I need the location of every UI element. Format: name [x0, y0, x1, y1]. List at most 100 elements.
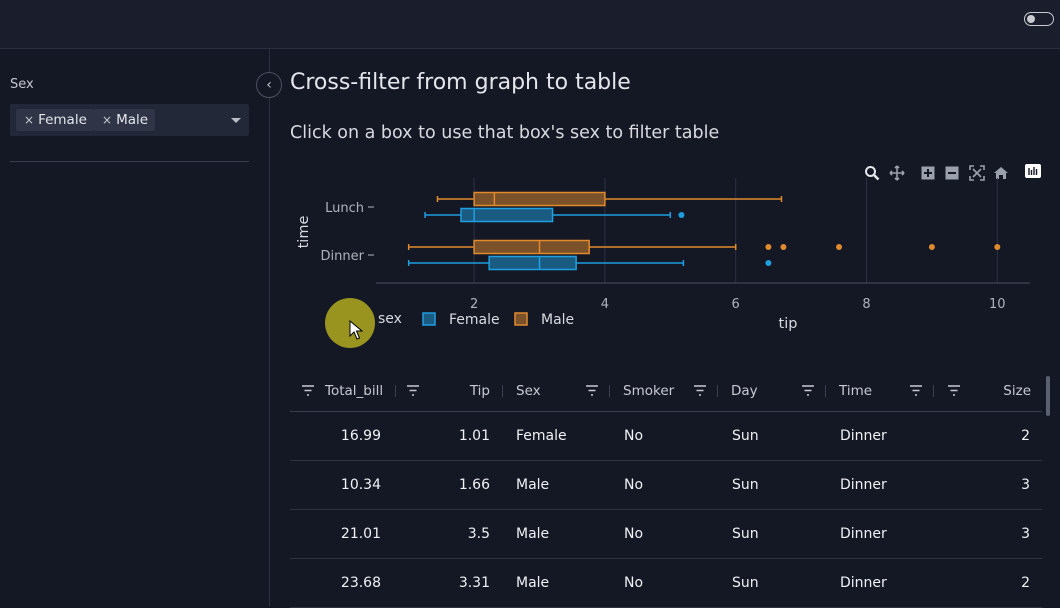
sex-multiselect[interactable]: × Female × Male: [10, 104, 249, 136]
column-separator[interactable]: [717, 385, 718, 397]
cell-total-bill: 23.68: [340, 575, 381, 591]
theme-toggle[interactable]: [1024, 12, 1054, 26]
cell-total-bill: 16.99: [340, 428, 381, 444]
legend-title: sex: [378, 311, 402, 327]
column-header-smoker[interactable]: Smoker: [623, 383, 675, 399]
zoom-icon[interactable]: [864, 165, 880, 181]
filter-icon[interactable]: [910, 385, 922, 396]
chip-male-label: Male: [116, 112, 149, 128]
y-tick-label: Dinner: [321, 249, 365, 264]
chart-modebar: [860, 164, 1050, 184]
autoscale-icon[interactable]: [969, 165, 985, 181]
filter-icon[interactable]: [948, 385, 960, 396]
cell-day: Sun: [732, 477, 759, 493]
cell-day: Sun: [732, 575, 759, 591]
outlier-point: [765, 260, 772, 266]
table-row[interactable]: 16.99 1.01 Female No Sun Dinner 2: [290, 412, 1042, 461]
column-header-size[interactable]: Size: [1003, 383, 1031, 399]
outlier-point: [928, 244, 935, 250]
legend-label-male[interactable]: Male: [541, 312, 574, 328]
home-icon[interactable]: [993, 165, 1009, 181]
zoom-out-icon[interactable]: [945, 166, 959, 180]
cell-total-bill: 21.01: [340, 526, 381, 542]
cell-size: 3: [1021, 526, 1030, 542]
box-male-dinner[interactable]: [473, 239, 590, 255]
top-bar: [0, 0, 1060, 49]
column-separator[interactable]: [395, 385, 396, 397]
cell-day: Sun: [732, 428, 759, 444]
pan-icon[interactable]: [889, 165, 905, 181]
cell-smoker: No: [624, 575, 644, 591]
cell-tip: 3.31: [458, 575, 490, 591]
cell-time: Dinner: [840, 428, 887, 444]
box-male-lunch[interactable]: [473, 191, 606, 207]
table-scrollbar[interactable]: [1046, 376, 1050, 416]
zoom-in-icon[interactable]: [921, 166, 935, 180]
filter-icon[interactable]: [302, 385, 314, 396]
cell-tip: 1.66: [458, 477, 490, 493]
legend-label-female[interactable]: Female: [449, 312, 500, 328]
remove-male-icon[interactable]: ×: [102, 113, 113, 127]
column-header-tip[interactable]: Tip: [469, 383, 490, 399]
column-separator[interactable]: [609, 385, 610, 397]
table-row[interactable]: 21.01 3.5 Male No Sun Dinner 3: [290, 510, 1042, 559]
cell-time: Dinner: [840, 477, 887, 493]
cell-size: 2: [1021, 428, 1030, 444]
x-tick-label: 10: [989, 297, 1006, 312]
data-table: Total_bill Tip Sex Smoker Day Time Size …: [290, 371, 1042, 608]
page-subtitle: Click on a box to use that box's sex to …: [290, 123, 720, 143]
column-header-day[interactable]: Day: [731, 383, 758, 399]
column-separator[interactable]: [933, 385, 934, 397]
cell-sex: Male: [516, 575, 550, 591]
chip-female[interactable]: × Female: [16, 109, 94, 131]
toggle-knob: [1027, 14, 1035, 23]
column-header-total-bill[interactable]: Total_bill: [325, 383, 384, 399]
column-separator[interactable]: [825, 385, 826, 397]
cell-total-bill: 10.34: [340, 477, 381, 493]
legend-swatch-female[interactable]: [422, 312, 436, 326]
outlier-point: [765, 244, 772, 250]
filter-icon[interactable]: [802, 385, 814, 396]
y-axis-title: time: [296, 216, 312, 249]
x-tick-label: 8: [862, 297, 870, 312]
chevron-down-icon[interactable]: [231, 118, 241, 123]
column-header-time[interactable]: Time: [839, 383, 873, 399]
outlier-point: [678, 212, 685, 218]
cell-size: 3: [1021, 477, 1030, 493]
legend-swatch-male[interactable]: [514, 312, 528, 326]
sex-filter-label: Sex: [10, 77, 34, 92]
chip-female-label: Female: [38, 112, 87, 128]
y-tick-label: Lunch: [325, 201, 364, 216]
column-separator[interactable]: [502, 385, 503, 397]
x-tick-label: 6: [732, 297, 740, 312]
page-title: Cross-filter from graph to table: [290, 70, 631, 95]
filter-icon[interactable]: [586, 385, 598, 396]
outlier-point: [836, 244, 843, 250]
cell-day: Sun: [732, 526, 759, 542]
table-row[interactable]: 10.34 1.66 Male No Sun Dinner 3: [290, 461, 1042, 510]
boxplot-chart[interactable]: 2 4 6 8 10 Lunch Dinner tip time sex Female Male: [290, 170, 1040, 340]
cell-sex: Male: [516, 477, 550, 493]
sidebar: Sex × Female × Male: [0, 49, 270, 606]
mouse-cursor-icon: [349, 320, 363, 340]
collapse-sidebar-button[interactable]: ‹: [256, 72, 282, 98]
filter-icon[interactable]: [694, 385, 706, 396]
box-female-lunch[interactable]: [460, 207, 554, 223]
table-row[interactable]: 23.68 3.31 Male No Sun Dinner 2: [290, 559, 1042, 608]
table-header: Total_bill Tip Sex Smoker Day Time Size: [290, 371, 1042, 412]
sidebar-divider: [10, 161, 249, 162]
x-tick-label: 4: [601, 297, 609, 312]
column-header-sex[interactable]: Sex: [516, 383, 541, 399]
x-axis-title: tip: [779, 316, 798, 332]
cell-time: Dinner: [840, 575, 887, 591]
cell-time: Dinner: [840, 526, 887, 542]
cell-smoker: No: [624, 428, 644, 444]
cell-smoker: No: [624, 526, 644, 542]
plotly-logo-icon[interactable]: [1025, 164, 1041, 178]
cell-tip: 3.5: [467, 526, 490, 542]
chip-male[interactable]: × Male: [94, 109, 156, 131]
filter-icon[interactable]: [407, 385, 419, 396]
box-female-dinner[interactable]: [488, 255, 577, 271]
cell-size: 2: [1021, 575, 1030, 591]
remove-female-icon[interactable]: ×: [24, 113, 35, 127]
